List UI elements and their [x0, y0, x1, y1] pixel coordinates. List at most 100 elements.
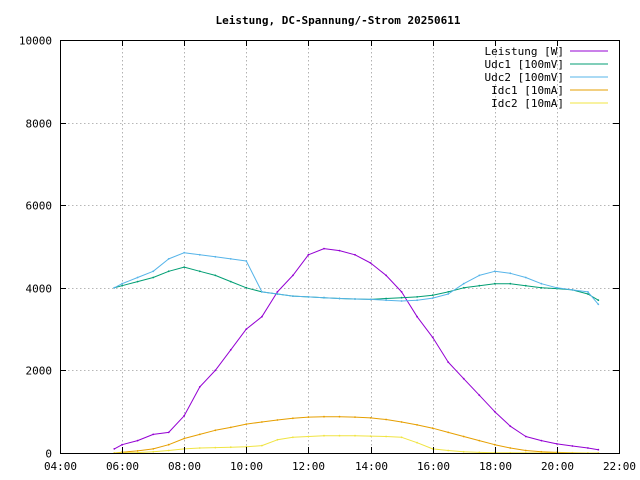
data-point — [214, 369, 217, 372]
data-point — [431, 427, 434, 430]
data-point — [292, 436, 294, 439]
data-point — [214, 446, 217, 449]
tick-label-x: 12:00 — [292, 460, 325, 473]
data-point — [229, 348, 232, 351]
tick-label-x: 14:00 — [355, 460, 388, 473]
data-point — [509, 272, 512, 275]
data-point — [183, 414, 186, 417]
plot-frame — [60, 40, 620, 454]
data-point — [587, 293, 589, 295]
data-point — [276, 291, 279, 293]
series-line — [114, 248, 599, 451]
data-point — [385, 297, 387, 300]
data-point — [136, 439, 139, 442]
data-point — [447, 431, 450, 434]
data-point — [276, 438, 279, 441]
tick-label-y: 8000 — [26, 118, 53, 131]
data-point — [245, 286, 248, 289]
data-point — [338, 249, 341, 252]
data-point — [571, 445, 574, 447]
tick-label-x: 22:00 — [603, 460, 636, 473]
data-point — [292, 295, 294, 297]
data-point — [556, 286, 558, 289]
tick-label-x: 10:00 — [230, 460, 263, 473]
data-point — [167, 270, 170, 273]
data-point — [245, 328, 248, 330]
data-point — [462, 435, 465, 438]
data-point — [385, 299, 387, 302]
tick-label-x: 18:00 — [479, 460, 512, 473]
data-point — [385, 435, 387, 438]
data-point — [136, 450, 139, 452]
data-point — [369, 435, 372, 437]
data-point — [509, 447, 512, 449]
data-point — [229, 280, 232, 283]
data-point — [323, 296, 325, 299]
tick-label-x: 08:00 — [168, 460, 201, 473]
data-point — [261, 315, 263, 318]
legend-label: Udc1 [100mV] — [485, 58, 564, 71]
data-point — [338, 415, 341, 418]
series-1 — [113, 266, 600, 302]
grid — [60, 40, 619, 453]
data-point — [276, 419, 279, 421]
data-point — [462, 450, 465, 453]
data-point — [198, 386, 201, 388]
tick-label-x: 20:00 — [541, 460, 574, 473]
data-point — [307, 253, 310, 256]
data-point — [113, 286, 116, 289]
data-point — [493, 270, 496, 273]
series-line — [114, 416, 599, 454]
data-point — [323, 247, 325, 250]
data-point — [369, 417, 372, 419]
data-point — [509, 425, 512, 428]
data-point — [431, 294, 434, 297]
tick-label-y: 2000 — [26, 365, 53, 378]
data-point — [307, 435, 310, 438]
axis-ticks: 04:00 06:00 08:00 10:00 12:00 14:00 16:00 18:00… — [19, 35, 636, 474]
data-point — [354, 253, 356, 256]
data-point — [292, 274, 294, 277]
data-point — [198, 270, 201, 273]
data-point — [416, 296, 418, 298]
data-point — [431, 336, 434, 339]
data-point — [323, 434, 325, 437]
data-point — [214, 274, 217, 277]
data-point — [338, 434, 341, 437]
data-point — [524, 276, 527, 279]
data-point — [478, 451, 481, 454]
series-line — [114, 252, 599, 305]
data-point — [136, 276, 139, 279]
data-point — [323, 415, 325, 418]
data-point — [183, 266, 186, 268]
data-point — [338, 297, 341, 300]
series-3 — [113, 415, 600, 454]
data-point — [276, 293, 279, 295]
data-point — [245, 260, 248, 262]
data-point — [183, 437, 186, 440]
data-point — [261, 444, 263, 447]
data-point — [416, 315, 418, 318]
data-point — [261, 291, 263, 293]
data-point — [447, 361, 450, 363]
data-point — [478, 274, 481, 277]
data-point — [416, 424, 418, 426]
data-point — [229, 446, 232, 449]
tick-label-x: 16:00 — [417, 460, 450, 473]
data-point — [524, 435, 527, 438]
data-point — [121, 282, 123, 285]
data-point — [292, 417, 294, 420]
data-point — [447, 449, 450, 452]
legend-label: Leistung [W] — [485, 45, 564, 58]
data-point — [152, 433, 155, 436]
data-point — [307, 296, 310, 298]
tick-label-y: 6000 — [26, 200, 53, 213]
data-point — [462, 286, 465, 289]
series-0 — [113, 247, 600, 451]
data-point — [447, 293, 450, 295]
data-point — [571, 289, 574, 291]
data-point — [121, 284, 123, 287]
data-point — [354, 416, 356, 418]
data-point — [167, 431, 170, 434]
tick-label-x: 06:00 — [106, 460, 139, 473]
